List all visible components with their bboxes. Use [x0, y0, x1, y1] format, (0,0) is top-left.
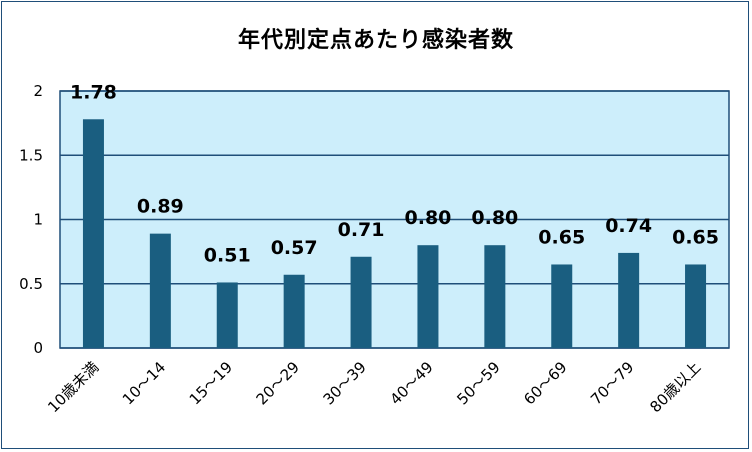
- bar: [484, 245, 506, 348]
- data-label: 1.78: [70, 81, 117, 103]
- data-label: 0.65: [538, 226, 585, 248]
- x-tick-label: 10歳未満: [44, 358, 102, 416]
- x-tick-label: 60～69: [520, 358, 570, 408]
- x-tick-label: 15～19: [186, 358, 236, 408]
- data-label: 0.74: [605, 215, 652, 237]
- bar: [216, 282, 238, 348]
- bar: [551, 264, 573, 348]
- x-tick-label: 50～59: [453, 358, 503, 408]
- x-tick-label: 70～79: [587, 358, 637, 408]
- data-label: 0.57: [271, 237, 318, 259]
- y-tick-label: 1: [33, 211, 43, 229]
- y-tick-label: 0.5: [19, 275, 43, 293]
- x-tick-label: 40～49: [386, 358, 436, 408]
- bar: [618, 252, 640, 348]
- y-tick-label: 2: [33, 82, 43, 100]
- data-label: 0.65: [672, 226, 719, 248]
- bar: [149, 233, 171, 348]
- data-label: 0.51: [204, 244, 251, 266]
- data-label: 0.89: [137, 196, 184, 218]
- y-tick-label: 1.5: [19, 146, 43, 164]
- chart-title: 年代別定点あたり感染者数: [237, 28, 514, 53]
- data-label: 0.80: [471, 207, 518, 229]
- x-tick-label: 80歳以上: [646, 358, 704, 416]
- bar: [82, 119, 104, 349]
- data-label: 0.71: [338, 219, 385, 241]
- x-tick-label: 20～29: [253, 358, 303, 408]
- bar: [350, 256, 372, 348]
- data-label: 0.80: [405, 207, 452, 229]
- bar: [417, 245, 439, 348]
- x-tick-label: 30～39: [320, 358, 370, 408]
- x-tick-label: 10～14: [119, 358, 169, 408]
- y-tick-label: 0: [33, 339, 43, 357]
- bar: [685, 264, 707, 348]
- bar: [283, 274, 305, 348]
